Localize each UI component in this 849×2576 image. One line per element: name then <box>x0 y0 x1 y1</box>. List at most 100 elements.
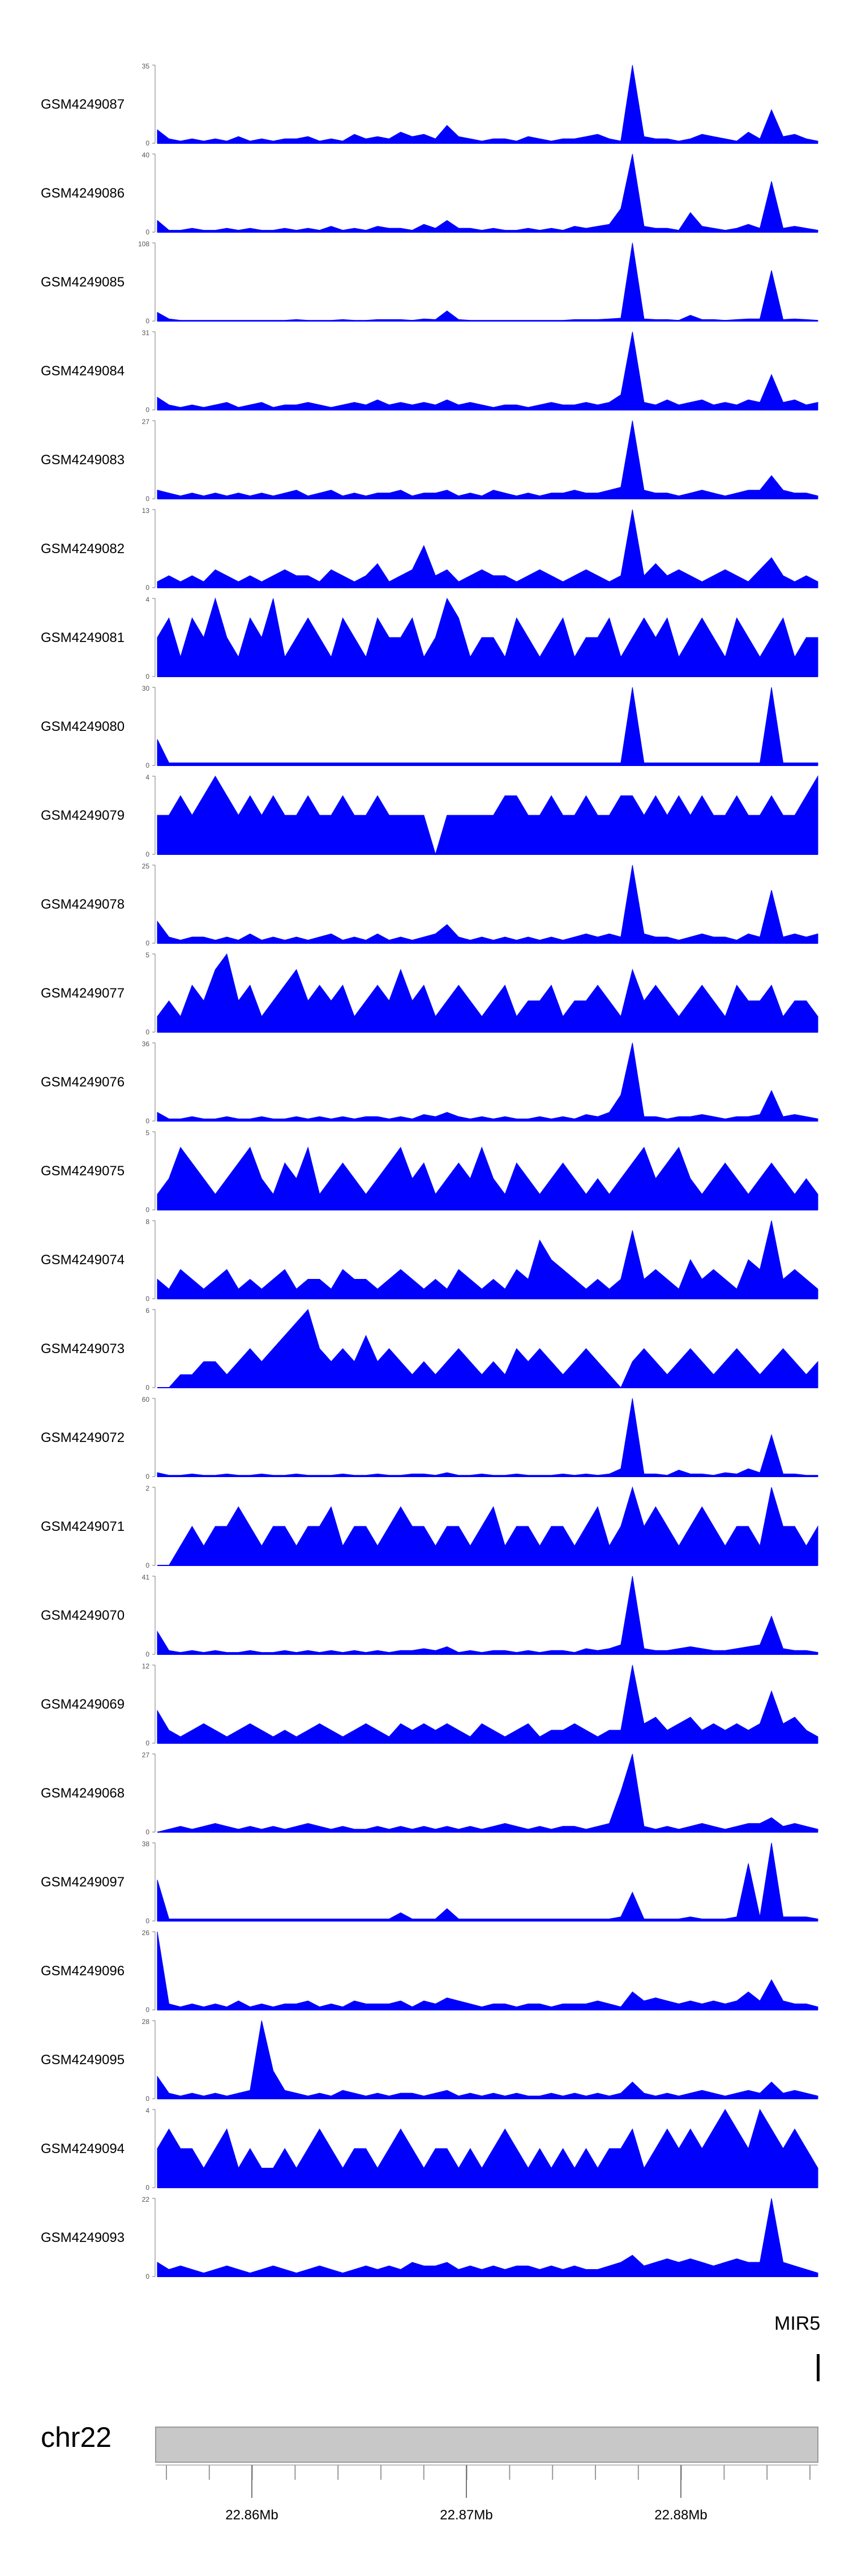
x-tick-label-22-88mb: 22.88Mb <box>654 2507 707 2523</box>
gene-label: MIR5 <box>774 2313 820 2334</box>
signal-area <box>157 1308 818 1388</box>
track-label: GSM4249095 <box>41 2052 125 2068</box>
y-max-label: 25 <box>142 862 150 870</box>
track-label: GSM4249080 <box>41 719 125 734</box>
track-label: GSM4249079 <box>41 808 125 823</box>
y-min-label: 0 <box>145 228 149 236</box>
track-GSM4249084: GSM4249084 31 0 <box>41 329 818 414</box>
y-max-label: 4 <box>145 773 149 781</box>
y-min-label: 0 <box>145 2184 149 2192</box>
track-GSM4249097: GSM4249097 38 0 <box>41 1840 818 1925</box>
y-min-label: 0 <box>145 1384 149 1392</box>
track-label: GSM4249086 <box>41 186 125 201</box>
y-min-label: 0 <box>145 2273 149 2280</box>
y-max-label: 13 <box>142 507 150 515</box>
chromosome-label: chr22 <box>41 2421 112 2453</box>
signal-area <box>157 865 818 944</box>
signal-area <box>157 1146 818 1210</box>
track-label: GSM4249077 <box>41 986 125 1001</box>
signal-area <box>157 1931 818 2010</box>
track-label: GSM4249097 <box>41 1875 125 1890</box>
track-label: GSM4249069 <box>41 1697 125 1712</box>
y-max-label: 22 <box>142 2196 150 2203</box>
y-max-label: 4 <box>145 596 149 604</box>
y-max-label: 38 <box>142 1840 150 1848</box>
y-min-label: 0 <box>145 2006 149 2014</box>
track-label: GSM4249094 <box>41 2141 125 2156</box>
chromosome-ideogram-bar <box>155 2427 818 2463</box>
track-GSM4249079: GSM4249079 4 0 <box>41 773 818 858</box>
y-min-label: 0 <box>145 1295 149 1303</box>
track-GSM4249073: GSM4249073 6 0 <box>41 1307 818 1392</box>
y-max-label: 108 <box>138 240 149 248</box>
signal-area <box>157 1042 818 1122</box>
track-label: GSM4249087 <box>41 97 125 112</box>
signal-area <box>157 597 818 677</box>
track-GSM4249085: GSM4249085 108 0 <box>41 240 818 325</box>
signal-area <box>157 153 818 233</box>
x-tick-label-22-87mb: 22.87Mb <box>440 2507 492 2523</box>
track-label: GSM4249085 <box>41 275 125 290</box>
signal-area <box>157 1753 818 1833</box>
track-label: GSM4249073 <box>41 1341 125 1357</box>
axis-ticks <box>166 2465 811 2498</box>
track-GSM4249081: GSM4249081 4 0 <box>41 596 818 681</box>
track-label: GSM4249071 <box>41 1519 125 1534</box>
y-min-label: 0 <box>145 673 149 681</box>
signal-area <box>157 242 818 322</box>
track-GSM4249082: GSM4249082 13 0 <box>41 507 818 592</box>
y-max-label: 4 <box>145 2107 149 2115</box>
track-label: GSM4249075 <box>41 1163 125 1179</box>
track-GSM4249095: GSM4249095 28 0 <box>41 2018 818 2103</box>
track-GSM4249071: GSM4249071 2 0 <box>41 1484 818 1569</box>
track-GSM4249086: GSM4249086 40 0 <box>41 151 818 236</box>
y-min-label: 0 <box>145 584 149 592</box>
y-min-label: 0 <box>145 406 149 414</box>
track-label: GSM4249068 <box>41 1786 125 1801</box>
track-GSM4249083: GSM4249083 27 0 <box>41 418 818 503</box>
y-min-label: 0 <box>145 1117 149 1125</box>
y-max-label: 40 <box>142 151 150 159</box>
y-min-label: 0 <box>145 1917 149 1925</box>
y-max-label: 5 <box>145 951 149 959</box>
y-max-label: 35 <box>142 62 150 70</box>
track-GSM4249068: GSM4249068 27 0 <box>41 1751 818 1836</box>
signal-area <box>157 2108 818 2188</box>
signal-area <box>157 687 818 766</box>
genome-axis-track: chr22 22.86Mb 22.87Mb 22.88Mb <box>41 2421 818 2523</box>
y-max-label: 27 <box>142 418 150 426</box>
track-label: GSM4249096 <box>41 1963 125 1979</box>
y-min-label: 0 <box>145 495 149 503</box>
track-label: GSM4249078 <box>41 897 125 912</box>
y-min-label: 0 <box>145 1206 149 1214</box>
signal-area <box>157 775 818 855</box>
signal-area <box>157 1842 818 1922</box>
y-min-label: 0 <box>145 1561 149 1569</box>
y-min-label: 0 <box>145 1028 149 1036</box>
signal-area <box>157 331 818 410</box>
y-min-label: 0 <box>145 1650 149 1658</box>
track-GSM4249080: GSM4249080 30 0 <box>41 684 818 769</box>
y-min-label: 0 <box>145 1473 149 1480</box>
y-min-label: 0 <box>145 2095 149 2103</box>
y-max-label: 31 <box>142 329 150 337</box>
y-max-label: 30 <box>142 684 150 692</box>
signal-area <box>157 509 818 588</box>
signal-area <box>157 1220 818 1299</box>
track-GSM4249074: GSM4249074 8 0 <box>41 1218 818 1303</box>
y-max-label: 2 <box>145 1484 149 1492</box>
y-max-label: 60 <box>142 1396 150 1403</box>
track-label: GSM4249076 <box>41 1075 125 1090</box>
signal-area <box>157 1664 818 1744</box>
y-min-label: 0 <box>145 317 149 325</box>
track-GSM4249076: GSM4249076 36 0 <box>41 1040 818 1125</box>
track-GSM4249070: GSM4249070 41 0 <box>41 1573 818 1658</box>
track-label: GSM4249081 <box>41 630 125 645</box>
y-max-label: 6 <box>145 1307 149 1315</box>
track-GSM4249094: GSM4249094 4 0 <box>41 2107 818 2192</box>
y-min-label: 0 <box>145 850 149 858</box>
y-min-label: 0 <box>145 1828 149 1836</box>
signal-area <box>157 2198 818 2277</box>
signal-area <box>157 420 818 499</box>
